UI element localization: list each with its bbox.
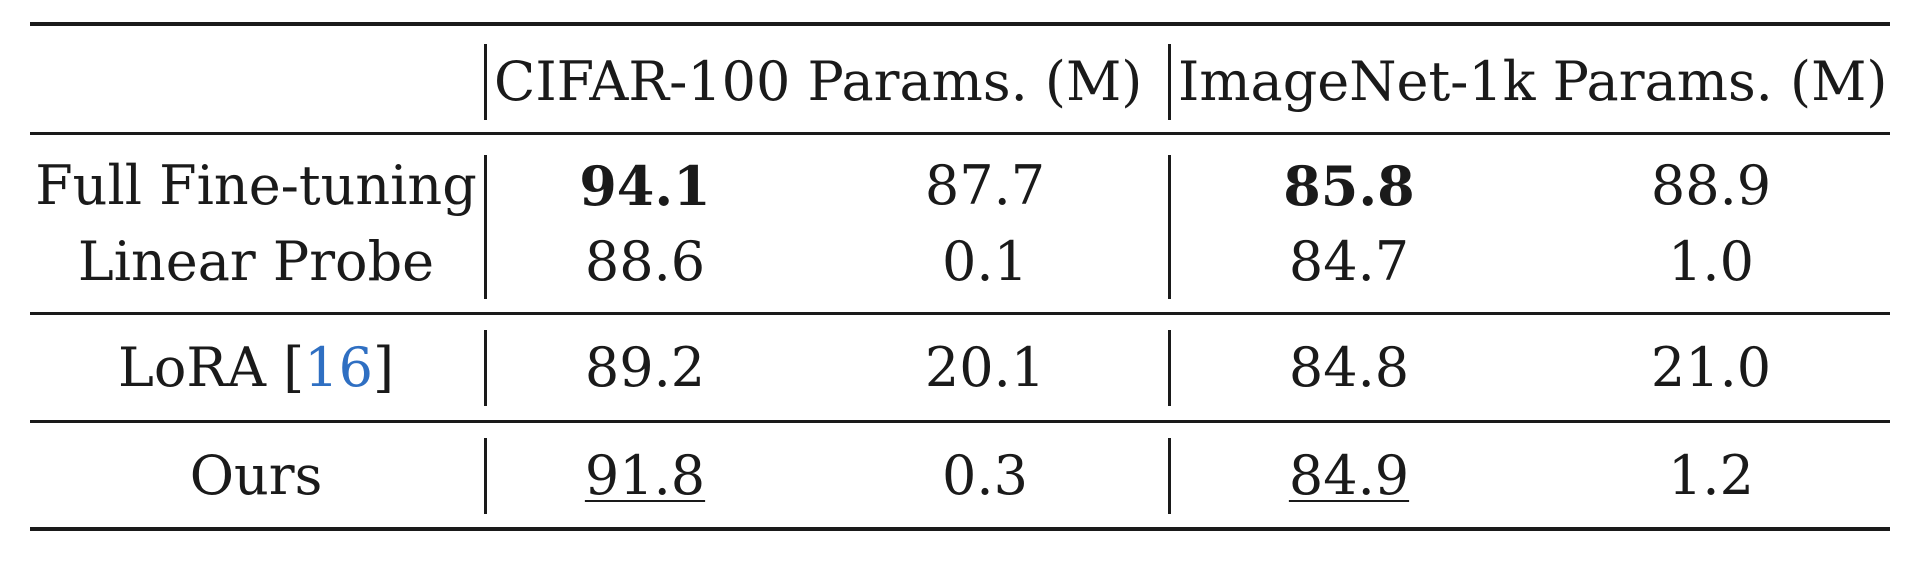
citation-open-bracket: [ xyxy=(283,336,305,399)
imagenet-params-lora: 21.0 xyxy=(1650,336,1772,399)
cifar-acc-lora: 89.2 xyxy=(584,336,706,399)
cifar-acc-ours-value: 91.8 xyxy=(584,444,706,507)
cifar-acc-linear-probe: 88.6 xyxy=(584,230,706,293)
body-divider-left-g2 xyxy=(484,330,487,406)
header-divider-left xyxy=(484,44,487,120)
imagenet-params-full-fine-tuning: 88.9 xyxy=(1650,154,1772,217)
body-divider-mid-g3 xyxy=(1168,438,1171,514)
method-full-fine-tuning: Full Fine-tuning xyxy=(35,154,477,217)
imagenet-acc-ours: 84.9 xyxy=(1234,438,1464,514)
imagenet-params-ours: 1.2 xyxy=(1668,444,1754,507)
imagenet-acc-linear-probe: 84.7 xyxy=(1288,230,1410,293)
body-divider-mid-g2 xyxy=(1168,330,1171,406)
method-lora: LoRA [16] xyxy=(30,330,482,406)
cifar-params-lora: 20.1 xyxy=(924,336,1046,399)
body-divider-left-g1 xyxy=(484,155,487,299)
imagenet-acc-lora: 84.8 xyxy=(1288,336,1410,399)
header-separator xyxy=(30,132,1890,135)
group-separator-2 xyxy=(30,420,1890,423)
citation-close-bracket: ] xyxy=(372,336,395,399)
cifar-acc-full-fine-tuning: 94.1 xyxy=(579,154,711,218)
imagenet-acc-full-fine-tuning: 85.8 xyxy=(1283,154,1415,218)
header-divider-mid xyxy=(1168,44,1171,120)
cifar-acc-ours: 91.8 xyxy=(530,438,760,514)
method-lora-label: LoRA xyxy=(117,336,266,399)
cifar-params-full-fine-tuning: 87.7 xyxy=(924,154,1046,217)
header-imagenet: ImageNet-1k Params. (M) xyxy=(1178,50,1888,113)
cifar-params-ours: 0.3 xyxy=(942,444,1028,507)
imagenet-acc-ours-value: 84.9 xyxy=(1288,444,1410,507)
method-ours: Ours xyxy=(189,444,323,507)
imagenet-params-linear-probe: 1.0 xyxy=(1668,230,1754,293)
citation-link-16[interactable]: 16 xyxy=(304,336,373,399)
body-divider-mid-g1 xyxy=(1168,155,1171,299)
cifar-params-linear-probe: 0.1 xyxy=(942,230,1028,293)
method-linear-probe: Linear Probe xyxy=(77,230,435,293)
table-bottom-rule xyxy=(30,527,1890,531)
header-cifar: CIFAR-100 Params. (M) xyxy=(494,50,1143,113)
body-divider-left-g3 xyxy=(484,438,487,514)
group-separator-1 xyxy=(30,312,1890,315)
table-top-rule xyxy=(30,22,1890,26)
